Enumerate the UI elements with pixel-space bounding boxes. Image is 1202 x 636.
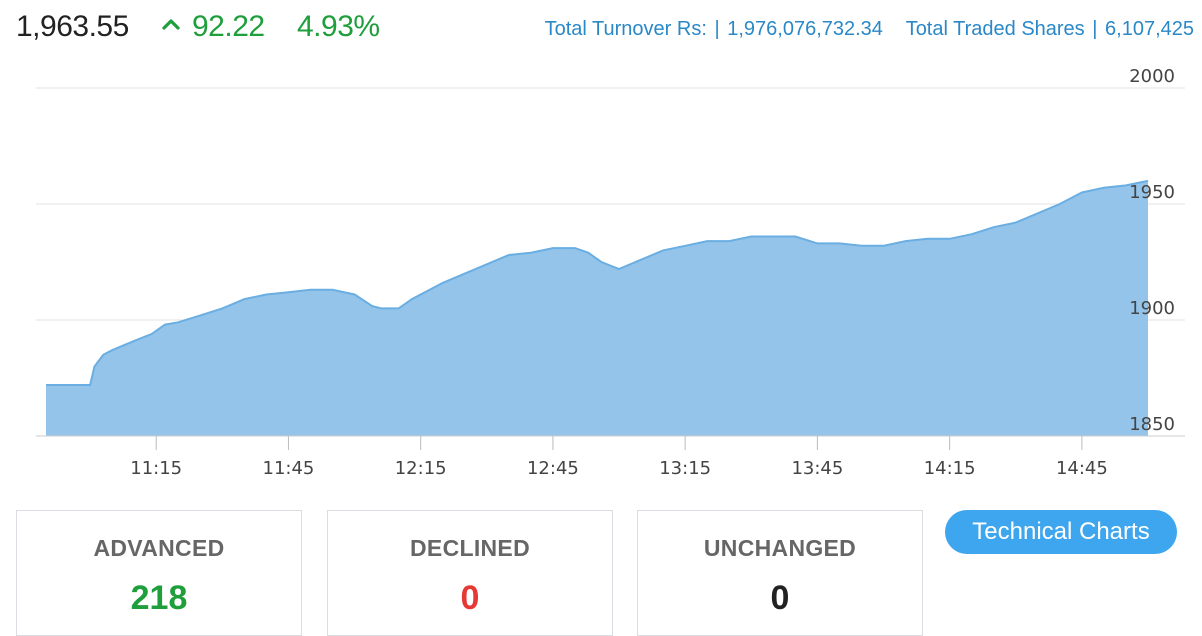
declined-count: 0 bbox=[460, 579, 480, 617]
turnover-value: 1,976,076,732.34 bbox=[727, 18, 883, 40]
index-area-series bbox=[36, 179, 1185, 437]
advanced-card: ADVANCED 218 bbox=[16, 510, 302, 636]
x-axis: 11:15 11:45 12:15 12:45 13:15 13:45 14:15 14:45 bbox=[130, 436, 1108, 479]
unchanged-card: UNCHANGED 0 bbox=[637, 510, 923, 636]
x-tick-label: 14:45 bbox=[1056, 458, 1108, 479]
declined-card: DECLINED 0 bbox=[327, 510, 613, 636]
change-points: 92.22 bbox=[192, 10, 265, 43]
x-tick-label: 13:45 bbox=[791, 458, 843, 479]
advanced-label: ADVANCED bbox=[93, 535, 225, 561]
intraday-index-chart: 1850 1900 1950 2000 11:15 11:45 12:15 12:45 13:… bbox=[36, 66, 1185, 479]
technical-charts-button[interactable]: Technical Charts bbox=[945, 510, 1177, 554]
turnover-label: Total Turnover Rs: bbox=[544, 18, 707, 40]
y-tick-label: 1850 bbox=[1129, 414, 1175, 435]
separator: | bbox=[714, 18, 720, 40]
y-tick-label: 1900 bbox=[1129, 298, 1175, 319]
declined-label: DECLINED bbox=[410, 535, 530, 561]
unchanged-count: 0 bbox=[770, 579, 790, 617]
x-tick-label: 12:45 bbox=[527, 458, 579, 479]
y-tick-label: 1950 bbox=[1129, 182, 1175, 203]
y-tick-label: 2000 bbox=[1129, 66, 1175, 87]
area-fill bbox=[46, 180, 1148, 436]
index-header: 1,963.55 92.22 4.93% Total Turnover Rs: … bbox=[0, 0, 1202, 70]
market-stats: Total Turnover Rs: | 1,976,076,732.34 To… bbox=[545, 18, 1194, 41]
y-axis: 1850 1900 1950 2000 bbox=[1129, 66, 1175, 435]
advanced-count: 218 bbox=[130, 579, 188, 617]
index-value: 1,963.55 bbox=[16, 10, 129, 43]
separator: | bbox=[1092, 18, 1098, 40]
x-tick-label: 11:15 bbox=[130, 458, 182, 479]
x-tick-label: 11:45 bbox=[263, 458, 315, 479]
x-tick-label: 14:15 bbox=[924, 458, 976, 479]
change-percent: 4.93% bbox=[297, 10, 380, 43]
traded-shares-value: 6,107,425 bbox=[1105, 18, 1194, 40]
unchanged-label: UNCHANGED bbox=[703, 535, 857, 561]
traded-shares-label: Total Traded Shares bbox=[905, 18, 1085, 40]
caret-up-icon bbox=[162, 19, 180, 30]
x-tick-label: 12:15 bbox=[395, 458, 447, 479]
x-tick-label: 13:15 bbox=[659, 458, 711, 479]
area-line bbox=[46, 179, 1149, 386]
